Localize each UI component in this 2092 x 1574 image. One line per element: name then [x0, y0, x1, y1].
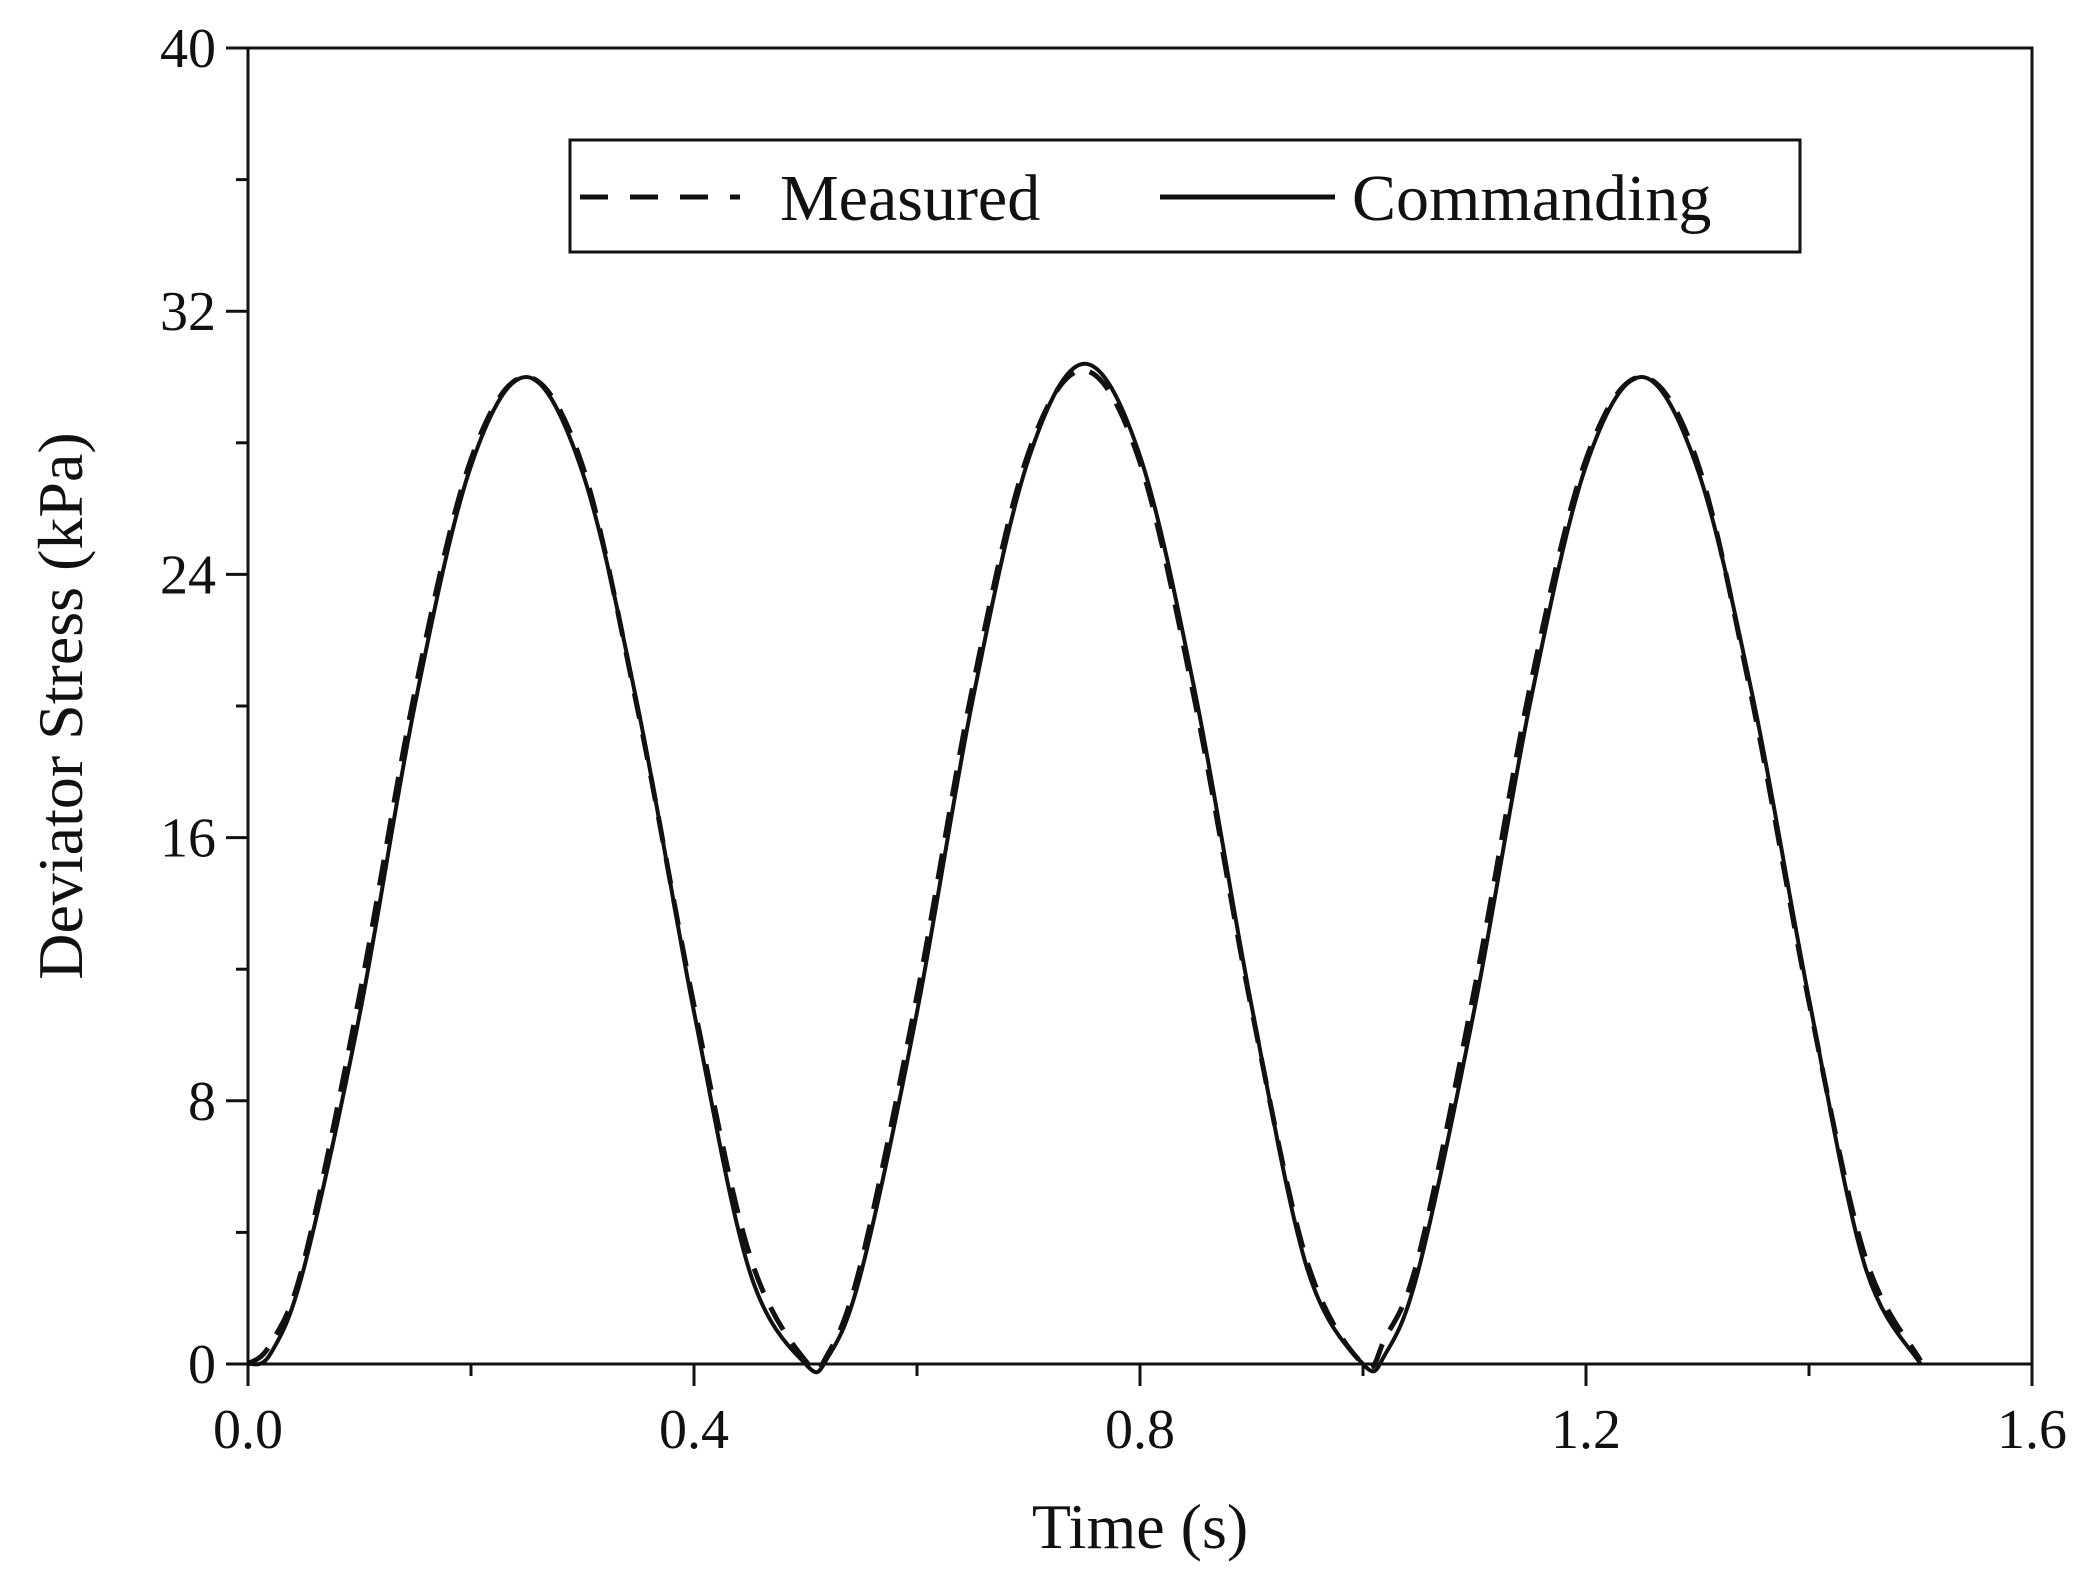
legend: Measured Commanding: [568, 138, 1802, 254]
y-tick-label: 0: [188, 1334, 216, 1396]
y-tick-label: 40: [160, 18, 216, 80]
x-tick-label: 0.8: [1105, 1399, 1175, 1461]
y-tick-label: 24: [160, 544, 216, 606]
y-tick-label: 16: [160, 808, 216, 870]
series-line-measured: [246, 367, 1923, 1373]
axis-tick-labels: 0.0 0.4 0.8 1.2 1.6 0 8 16 24 32 40: [160, 18, 2067, 1461]
x-tick-label: 0.0: [213, 1399, 283, 1461]
x-tick-label: 1.2: [1551, 1399, 1621, 1461]
legend-label-measured: Measured: [780, 162, 1040, 235]
series-layer: [246, 361, 1923, 1375]
y-tick-label: 32: [160, 281, 216, 343]
y-axis-title: Deviator Stress (kPa): [25, 432, 96, 979]
axis-ticks: [226, 46, 2034, 1386]
legend-label-commanding: Commanding: [1352, 162, 1711, 235]
x-tick-label: 0.4: [659, 1399, 729, 1461]
x-tick-label: 1.6: [1997, 1399, 2067, 1461]
series-line-commanding: [247, 361, 1923, 1375]
y-tick-label: 8: [188, 1071, 216, 1133]
x-axis-title: Time (s): [1032, 1491, 1248, 1562]
